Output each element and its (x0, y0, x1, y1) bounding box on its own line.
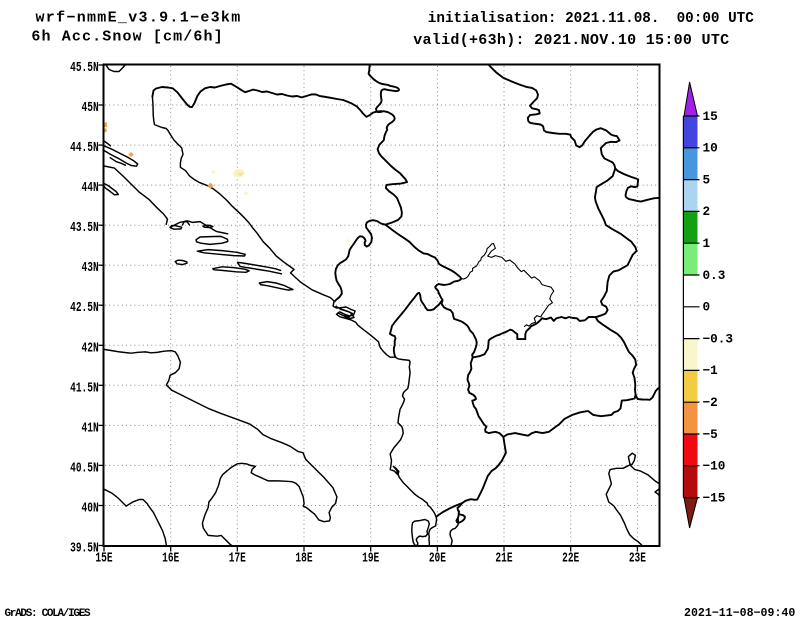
svg-text:wrf−nmmE_v3.9.1−e3km: wrf−nmmE_v3.9.1−e3km (36, 10, 242, 27)
svg-text:15: 15 (703, 109, 718, 124)
svg-text:20E: 20E (429, 550, 446, 566)
svg-text:0.3: 0.3 (703, 268, 726, 283)
svg-text:−1: −1 (703, 363, 719, 378)
svg-text:−15: −15 (703, 490, 726, 505)
svg-text:−0.3: −0.3 (703, 331, 733, 346)
svg-text:15E: 15E (95, 550, 112, 566)
svg-text:40N: 40N (82, 500, 99, 516)
svg-text:42.5N: 42.5N (70, 300, 99, 316)
svg-text:17E: 17E (229, 550, 246, 566)
svg-text:2: 2 (703, 204, 711, 219)
svg-text:initialisation: 2021.11.08. 0: initialisation: 2021.11.08. 00:00 UTC (428, 11, 754, 27)
svg-text:6h Acc.Snow [cm/6h]: 6h Acc.Snow [cm/6h] (31, 29, 223, 46)
svg-text:23E: 23E (629, 550, 646, 566)
svg-text:18E: 18E (295, 550, 312, 566)
svg-text:21E: 21E (495, 550, 512, 566)
svg-text:−2: −2 (703, 395, 718, 410)
svg-text:41.5N: 41.5N (70, 380, 99, 396)
svg-text:22E: 22E (562, 550, 579, 566)
svg-text:0: 0 (703, 300, 711, 315)
svg-text:40.5N: 40.5N (70, 460, 99, 476)
svg-text:−5: −5 (703, 427, 718, 442)
svg-text:10: 10 (703, 141, 718, 156)
svg-text:valid(+63h): 2021.NOV.10 15:00: valid(+63h): 2021.NOV.10 15:00 UTC (413, 32, 729, 49)
svg-text:45N: 45N (82, 99, 99, 115)
svg-text:5: 5 (703, 172, 711, 187)
svg-text:44.5N: 44.5N (70, 139, 99, 155)
svg-text:41N: 41N (82, 420, 99, 436)
svg-text:2021−11−08−09:40: 2021−11−08−09:40 (684, 607, 795, 618)
svg-text:43.5N: 43.5N (70, 220, 99, 236)
svg-text:16E: 16E (162, 550, 179, 566)
svg-text:−10: −10 (703, 459, 726, 474)
svg-text:19E: 19E (362, 550, 379, 566)
svg-text:43N: 43N (82, 260, 99, 276)
svg-text:44N: 44N (82, 179, 99, 195)
svg-text:45.5N: 45.5N (70, 59, 99, 75)
svg-text:1: 1 (703, 236, 711, 251)
svg-text:42N: 42N (82, 340, 99, 356)
svg-text:39.5N: 39.5N (70, 540, 99, 556)
svg-text:GrADS: COLA/IGES: GrADS: COLA/IGES (5, 608, 92, 618)
